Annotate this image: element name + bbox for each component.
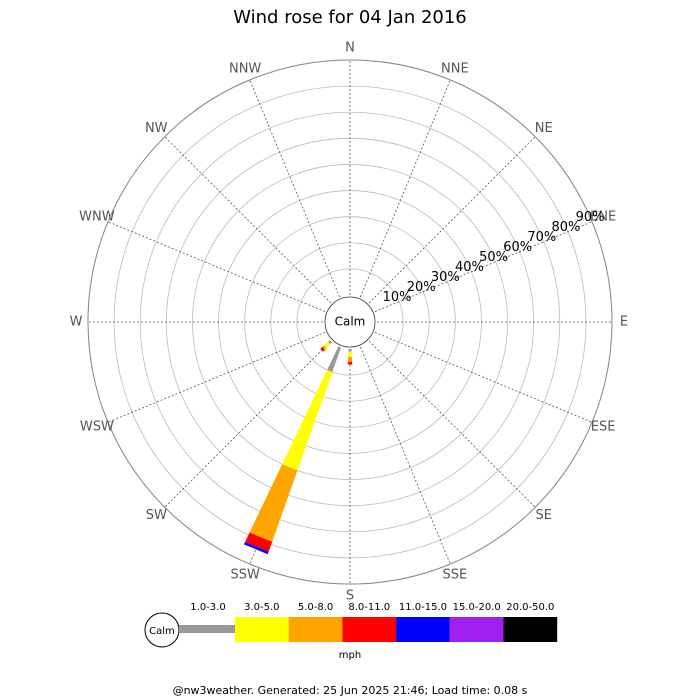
- grid-ring: [139, 111, 561, 533]
- outer-ring: [87, 59, 613, 585]
- grid-ring: [296, 268, 404, 376]
- direction-label: NW: [145, 121, 168, 136]
- legend-calm-label: Calm: [149, 626, 175, 637]
- direction-label: S: [346, 589, 354, 604]
- spoke: [249, 79, 341, 298]
- wind-bar: [347, 362, 353, 365]
- grid-ring: [192, 164, 508, 480]
- spoke: [107, 221, 326, 313]
- direction-label: W: [70, 315, 83, 330]
- r-tick-label: 90%: [576, 210, 605, 225]
- direction-label: E: [620, 315, 628, 330]
- wind-bar: [243, 541, 269, 555]
- direction-label: SSW: [230, 568, 260, 583]
- r-tick-label: 50%: [479, 250, 508, 265]
- legend-swatch: [396, 617, 450, 642]
- spoke: [107, 331, 326, 423]
- spoke: [368, 136, 536, 304]
- footer: @nw3weather. Generated: 25 Jun 2025 21:4…: [173, 684, 528, 697]
- legend-swatch: [449, 617, 504, 642]
- spoke: [374, 221, 593, 313]
- direction-label: SW: [146, 508, 167, 523]
- legend-label: 8.0-11.0: [348, 602, 390, 613]
- legend-label: 15.0-20.0: [453, 602, 501, 613]
- calm-label: Calm: [335, 315, 366, 329]
- spoke: [374, 331, 593, 423]
- direction-label: SE: [536, 508, 552, 523]
- spoke: [359, 79, 451, 298]
- spoke: [164, 136, 332, 304]
- r-tick-label: 60%: [503, 240, 532, 255]
- legend-label: 5.0-8.0: [298, 602, 333, 613]
- grid-ring: [244, 216, 456, 428]
- spoke: [164, 340, 332, 508]
- direction-label: ENE: [590, 210, 616, 225]
- legend-label: 1.0-3.0: [190, 602, 225, 613]
- r-tick-label: 30%: [431, 270, 460, 285]
- wind-bar: [348, 348, 352, 352]
- legend-label: 20.0-50.0: [506, 602, 554, 613]
- wind-bar: [320, 347, 325, 352]
- direction-label: NE: [535, 121, 553, 136]
- r-tick-label: 10%: [383, 290, 412, 305]
- direction-label: WSW: [80, 419, 114, 434]
- legend-swatch: [179, 625, 235, 633]
- legend-swatch: [235, 617, 289, 642]
- wind-bar: [249, 464, 298, 542]
- spoke: [368, 340, 536, 508]
- wind-bar: [348, 351, 352, 357]
- direction-label: SSE: [442, 568, 467, 583]
- direction-label: NNW: [229, 61, 261, 76]
- direction-label: NNE: [441, 61, 469, 76]
- r-tick-label: 80%: [551, 220, 580, 235]
- direction-label: ESE: [591, 419, 616, 434]
- r-tick-label: 40%: [455, 260, 484, 275]
- calm-circle: [324, 296, 376, 348]
- wind-bar: [327, 340, 332, 345]
- legend-swatch: [288, 617, 343, 642]
- r-tick-label: 20%: [407, 280, 436, 295]
- chart-title: Wind rose for 04 Jan 2016: [233, 7, 467, 28]
- wind-bar: [322, 345, 327, 350]
- unit-label: mph: [339, 650, 361, 661]
- r-tick-label: 70%: [527, 230, 556, 245]
- legend-swatch: [342, 617, 397, 642]
- spoke: [359, 346, 451, 565]
- legend-swatch: [503, 617, 558, 642]
- direction-label: N: [345, 41, 355, 56]
- wind-bar: [282, 369, 333, 471]
- wind-bar: [245, 532, 273, 552]
- wind-bar: [327, 346, 341, 373]
- legend-label: 3.0-5.0: [244, 602, 279, 613]
- wind-bar: [347, 356, 353, 363]
- direction-label: WNW: [79, 210, 115, 225]
- wind-bar: [324, 341, 331, 348]
- legend-label: 11.0-15.0: [399, 602, 447, 613]
